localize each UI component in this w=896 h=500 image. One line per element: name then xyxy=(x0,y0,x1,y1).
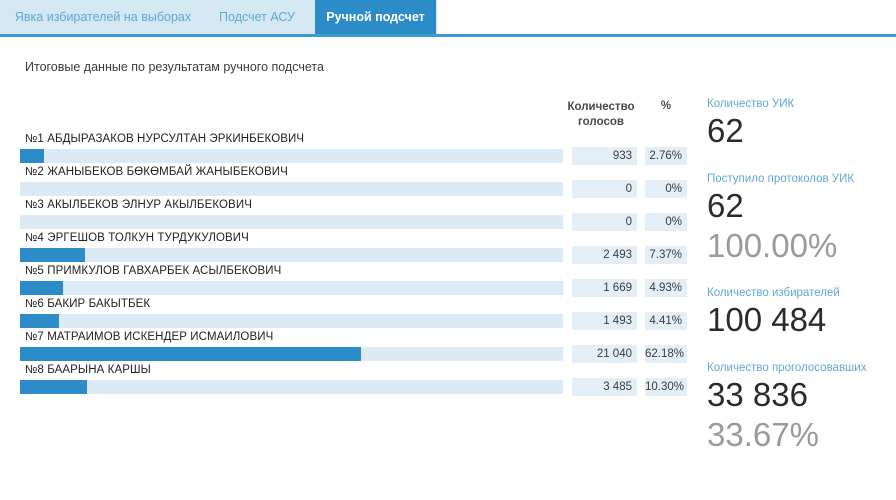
stat-value: 62 xyxy=(707,112,744,149)
column-header-votes: Количество голосов xyxy=(565,100,637,130)
stat-label: Количество УИК xyxy=(707,98,795,110)
candidate-name: №5 ПРИМКУЛОВ ГАВХАРБЕК АСЫЛБЕКОВИЧ xyxy=(25,265,282,277)
stat-registered-voters: Количество избирателей 100 484 xyxy=(707,287,892,340)
column-header-votes-line1: Количество xyxy=(567,101,635,113)
percent-value: 2.76% xyxy=(645,147,687,165)
column-header-votes-line2: голосов xyxy=(578,116,624,128)
vote-bar-track xyxy=(20,281,563,295)
vote-bar-track xyxy=(20,149,563,163)
table-row: №1 АБДЫРАЗАКОВ НУРСУЛТАН ЭРКИНБЕКОВИЧ 93… xyxy=(0,133,700,166)
stat-label: Количество избирателей xyxy=(707,287,840,299)
candidate-name: №1 АБДЫРАЗАКОВ НУРСУЛТАН ЭРКИНБЕКОВИЧ xyxy=(25,133,305,145)
candidate-name: №7 МАТРАИМОВ ИСКЕНДЕР ИСМАИЛОВИЧ xyxy=(25,331,274,343)
table-row: №8 БААРЫНА КАРШЫ 3 485 10.30% xyxy=(0,364,700,397)
tab-asu-count[interactable]: Подсчет АСУ xyxy=(219,10,295,24)
table-row: №6 БАКИР БАКЫТБЕК 1 493 4.41% xyxy=(0,298,700,331)
stat-sub-value: 100.00% xyxy=(707,227,838,264)
vote-bar-track xyxy=(20,182,563,196)
votes-value: 0 xyxy=(572,180,637,198)
vote-bar-track xyxy=(20,380,563,394)
table-row: №3 АКЫЛБЕКОВ ЭЛНУР АКЫЛБЕКОВИЧ 0 0% xyxy=(0,199,700,232)
column-header-percent: % xyxy=(660,100,672,112)
votes-value: 21 040 xyxy=(572,345,637,363)
table-row: №5 ПРИМКУЛОВ ГАВХАРБЕК АСЫЛБЕКОВИЧ 1 669… xyxy=(0,265,700,298)
votes-value: 0 xyxy=(572,213,637,231)
table-row: №7 МАТРАИМОВ ИСКЕНДЕР ИСМАИЛОВИЧ 21 040 … xyxy=(0,331,700,364)
percent-value: 0% xyxy=(645,213,687,231)
tab-manual-count[interactable]: Ручной подсчет xyxy=(315,0,436,34)
candidate-name: №3 АКЫЛБЕКОВ ЭЛНУР АКЫЛБЕКОВИЧ xyxy=(25,199,252,211)
percent-value: 4.93% xyxy=(645,279,687,297)
percent-value: 4.41% xyxy=(645,312,687,330)
vote-bar-track xyxy=(20,347,563,361)
stat-sub-value: 33.67% xyxy=(707,416,819,453)
tab-bar-underline xyxy=(0,34,896,37)
candidate-name: №8 БААРЫНА КАРШЫ xyxy=(25,364,151,376)
candidate-name: №4 ЭРГЕШОВ ТОЛКУН ТУРДУКУЛОВИЧ xyxy=(25,232,249,244)
stat-value: 100 484 xyxy=(707,301,827,338)
stat-value: 62 xyxy=(707,187,744,224)
stat-label: Количество проголосовавших xyxy=(707,362,867,374)
votes-value: 933 xyxy=(572,147,637,165)
vote-bar-fill xyxy=(20,248,85,262)
vote-bar-track xyxy=(20,314,563,328)
stat-precinct-count: Количество УИК 62 xyxy=(707,98,892,151)
stat-protocols-received: Поступило протоколов УИК 62 100.00% xyxy=(707,173,892,266)
stat-label: Поступило протоколов УИК xyxy=(707,173,855,185)
stat-voters-voted: Количество проголосовавших 33 836 33.67% xyxy=(707,362,892,455)
percent-value: 7.37% xyxy=(645,246,687,264)
vote-bar-fill xyxy=(20,149,44,163)
page-subtitle: Итоговые данные по результатам ручного п… xyxy=(25,60,324,74)
votes-value: 1 493 xyxy=(572,312,637,330)
table-row: №2 ЖАНЫБЕКОВ БӨКӨМБАЙ ЖАНЫБЕКОВИЧ 0 0% xyxy=(0,166,700,199)
vote-bar-track xyxy=(20,248,563,262)
tab-voter-turnout[interactable]: Явка избирателей на выборах xyxy=(14,10,192,24)
vote-bar-fill xyxy=(20,281,63,295)
vote-bar-fill xyxy=(20,314,59,328)
percent-value: 0% xyxy=(645,180,687,198)
tab-bar: Явка избирателей на выборах Подсчет АСУ … xyxy=(0,0,896,37)
votes-value: 3 485 xyxy=(572,378,637,396)
candidate-name: №6 БАКИР БАКЫТБЕК xyxy=(25,298,151,310)
vote-bar-fill xyxy=(20,380,88,394)
vote-bar-fill xyxy=(20,347,361,361)
table-row: №4 ЭРГЕШОВ ТОЛКУН ТУРДУКУЛОВИЧ 2 493 7.3… xyxy=(0,232,700,265)
stat-value: 33 836 xyxy=(707,376,808,413)
percent-value: 62.18% xyxy=(645,345,687,363)
votes-value: 1 669 xyxy=(572,279,637,297)
candidate-results-list: №1 АБДЫРАЗАКОВ НУРСУЛТАН ЭРКИНБЕКОВИЧ 93… xyxy=(0,133,700,397)
votes-value: 2 493 xyxy=(572,246,637,264)
summary-sidebar: Количество УИК 62 Поступило протоколов У… xyxy=(707,98,892,469)
candidate-name: №2 ЖАНЫБЕКОВ БӨКӨМБАЙ ЖАНЫБЕКОВИЧ xyxy=(25,166,288,178)
percent-value: 10.30% xyxy=(645,378,687,396)
vote-bar-track xyxy=(20,215,563,229)
